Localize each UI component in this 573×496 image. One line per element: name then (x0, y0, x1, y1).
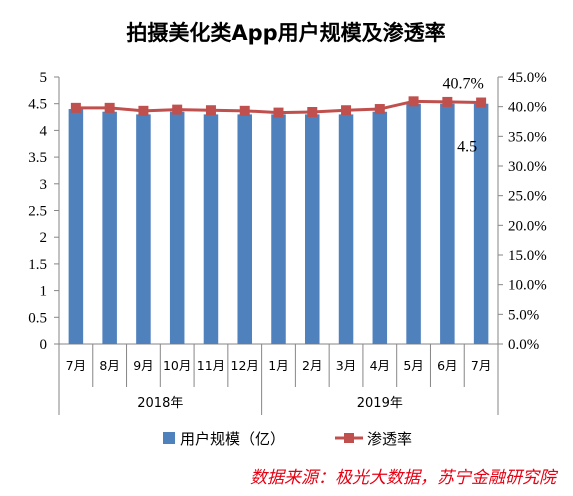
bar (406, 103, 421, 344)
plot-area: 0 0.5 1 1.5 2 2.5 3 3.5 4 4.5 5 0.0% 5.0% 10.0% 15.0% 2… (28, 70, 547, 415)
bar (271, 114, 286, 344)
legend-swatch-marker (344, 433, 354, 443)
y-left-tick-label: 1 (40, 284, 48, 300)
x-tick-label: 6月 (437, 358, 457, 373)
bar (305, 114, 320, 344)
x-group-label: 2018年 (137, 396, 183, 411)
legend-label-bar: 用户规模（亿） (180, 430, 285, 448)
x-tick-label: 1月 (268, 358, 288, 373)
x-tick-label: 4月 (370, 358, 390, 373)
x-tick-label: 7月 (66, 358, 86, 373)
line-point (408, 96, 419, 107)
bar (440, 103, 455, 344)
y-left-tick-label: 2.5 (28, 204, 47, 220)
legend: 用户规模（亿） 渗透率 (163, 430, 412, 448)
bar (372, 111, 388, 345)
y-right-tick-label: 40.0% (508, 100, 547, 116)
x-tick-label: 5月 (403, 358, 423, 373)
y-right-tick-label: 15.0% (508, 248, 547, 264)
line-point (341, 105, 352, 116)
x-tick-label: 12月 (231, 358, 259, 373)
y-left-tick-label: 4 (40, 123, 48, 139)
x-tick-label: 11月 (197, 358, 225, 373)
line-point (476, 97, 487, 108)
bar (237, 114, 252, 344)
y-left-tick-label: 5 (40, 70, 48, 86)
x-group-label: 2019年 (357, 396, 403, 411)
line-point (239, 105, 250, 116)
x-tick-label: 2月 (302, 358, 322, 373)
bar (338, 114, 354, 344)
data-label: 40.7% (442, 76, 483, 93)
x-tick-label: 10月 (163, 358, 191, 373)
line-point (205, 105, 216, 116)
bar (102, 111, 117, 345)
chart-title: 拍摄美化类App用户规模及渗透率 (126, 21, 445, 45)
y-right-tick-label: 0.0% (508, 337, 539, 353)
y-right-tick-label: 5.0% (508, 307, 539, 323)
line-point (104, 102, 115, 113)
y-left-tick-label: 4.5 (28, 97, 47, 113)
line-point (442, 96, 453, 107)
y-right-tick-label: 10.0% (508, 278, 547, 294)
line-point (374, 104, 385, 115)
bar (169, 111, 185, 345)
y-left-tick-label: 0 (40, 337, 48, 353)
y-right-tick-label: 30.0% (508, 159, 547, 175)
bar (473, 103, 489, 344)
y-right-tick-label: 45.0% (508, 70, 547, 86)
y-left-tick-label: 3 (40, 177, 48, 193)
legend-label-line: 渗透率 (367, 430, 412, 448)
line-point (273, 107, 284, 118)
x-tick-label: 8月 (99, 358, 119, 373)
legend-swatch-bar (163, 432, 175, 444)
bar (136, 114, 151, 344)
y-left-tick-label: 2 (40, 230, 48, 246)
bar (203, 114, 219, 344)
y-left-tick-label: 1.5 (28, 257, 47, 273)
x-tick-label: 7月 (471, 358, 491, 373)
y-left-tick-label: 3.5 (28, 150, 47, 166)
line-point (70, 102, 81, 113)
y-right-tick-label: 35.0% (508, 129, 547, 145)
line-point (307, 107, 318, 118)
x-tick-label: 3月 (336, 358, 356, 373)
y-left-tick-label: 0.5 (28, 310, 47, 326)
source-note: 数据来源：极光大数据，苏宁金融研究院 (250, 468, 559, 488)
y-right-tick-label: 20.0% (508, 218, 547, 234)
line-point (138, 105, 149, 116)
bar (68, 109, 84, 344)
line-point (172, 104, 183, 115)
y-right-tick-label: 25.0% (508, 189, 547, 205)
x-tick-label: 9月 (133, 358, 153, 373)
data-label: 4.5 (457, 139, 477, 156)
